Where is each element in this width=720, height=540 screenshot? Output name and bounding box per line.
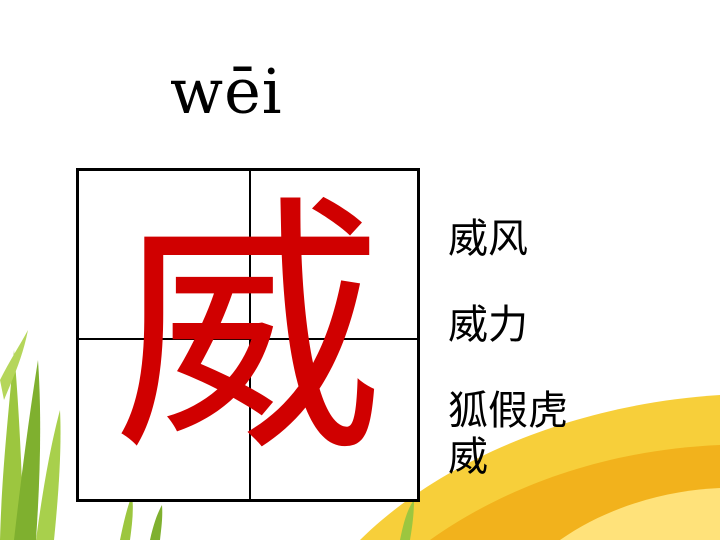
word-item: 威风 (448, 216, 528, 262)
chinese-character: 威 (113, 173, 383, 488)
grid-horizontal-line (79, 338, 417, 340)
grass-blade (0, 330, 28, 400)
word-list: 威风 威力 狐假虎威 (448, 216, 618, 480)
word-item: 威力 (448, 302, 528, 348)
grass-blade (36, 410, 61, 540)
grass-tuft (400, 500, 414, 540)
light-hill (560, 488, 720, 540)
word-item: 狐假虎威 (448, 388, 568, 480)
grass-tuft (120, 495, 133, 540)
grid-vertical-line (249, 171, 251, 499)
grass-blade (0, 350, 24, 540)
grass-blade (14, 360, 41, 540)
grass-tuft (150, 505, 163, 540)
pinyin-label: wēi (170, 55, 283, 128)
tianzige-grid: 威 (76, 168, 420, 502)
